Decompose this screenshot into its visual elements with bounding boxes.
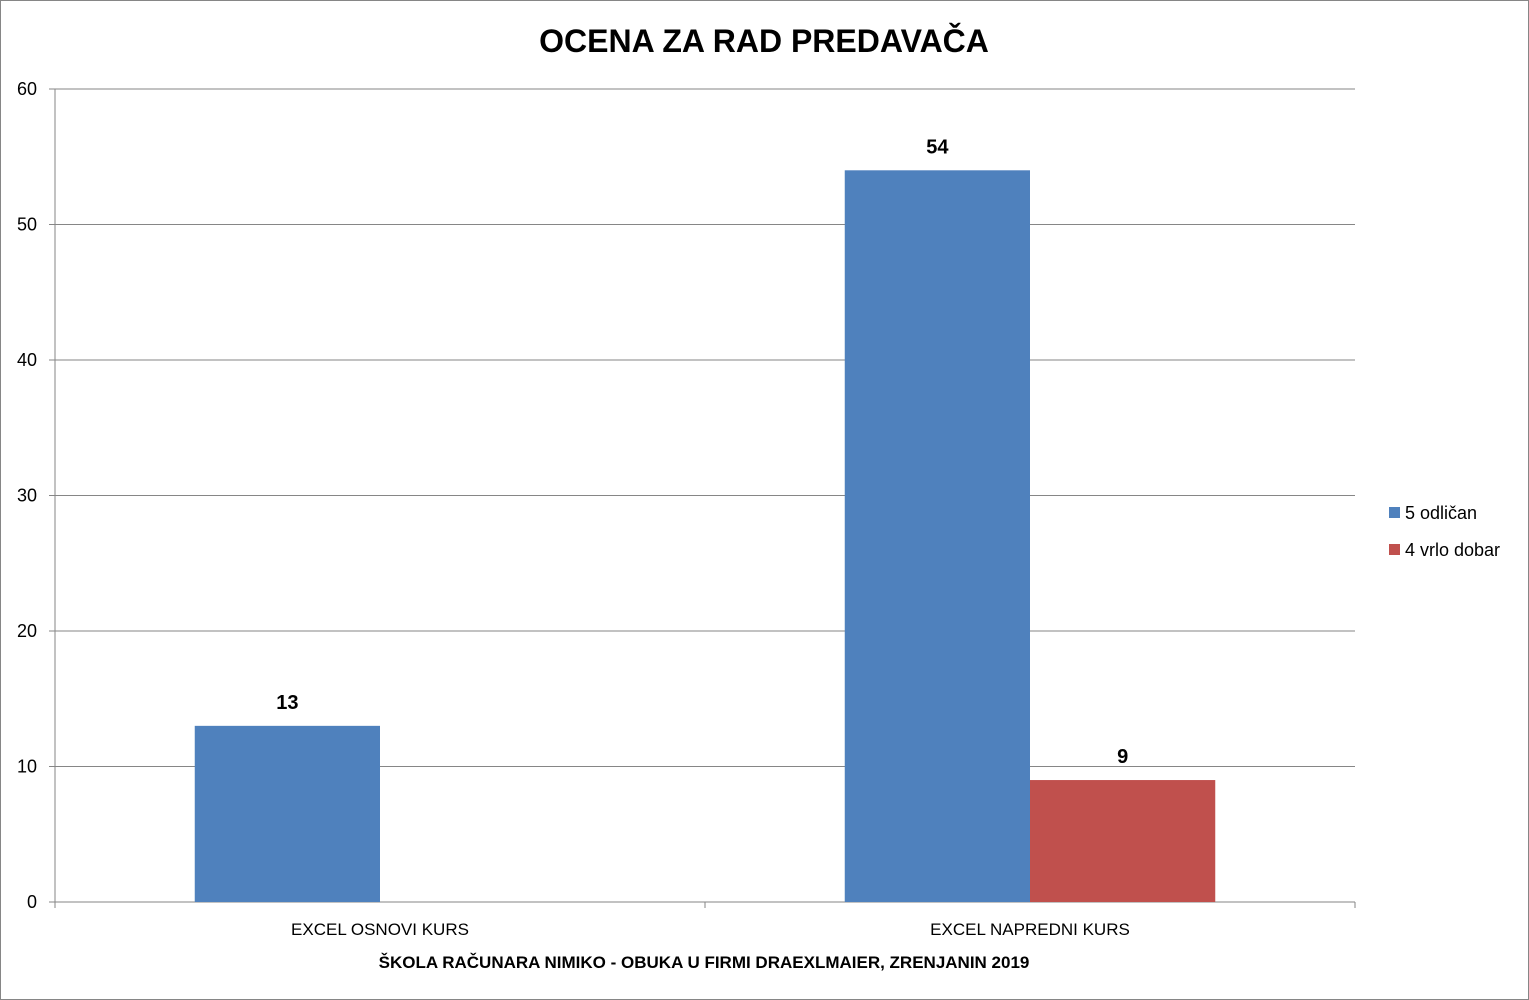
- x-category-label: EXCEL NAPREDNI KURS: [930, 920, 1130, 939]
- bar: [194, 725, 380, 902]
- chart-title: OCENA ZA RAD PREDAVAČA: [539, 23, 989, 59]
- x-axis-title: ŠKOLA RAČUNARA NIMIKO - OBUKA U FIRMI DR…: [379, 953, 1030, 972]
- legend-swatch: [1389, 544, 1400, 555]
- y-tick-label: 40: [17, 350, 37, 370]
- gridlines: [55, 88, 1355, 767]
- y-axis-ticks: 0 10 20 30 40 50 60: [17, 79, 37, 912]
- x-axis-categories: EXCEL OSNOVI KURS EXCEL NAPREDNI KURS: [291, 920, 1130, 939]
- legend: 5 odličan 4 vrlo dobar: [1389, 503, 1500, 560]
- bar: [844, 170, 1030, 903]
- y-tick-label: 10: [17, 757, 37, 777]
- data-label: 54: [926, 136, 949, 158]
- bar: [1030, 780, 1216, 902]
- y-tick-label: 20: [17, 621, 37, 641]
- x-category-label: EXCEL OSNOVI KURS: [291, 920, 469, 939]
- y-tick-label: 0: [27, 892, 37, 912]
- data-label: 9: [1117, 746, 1128, 768]
- y-tick-label: 60: [17, 79, 37, 99]
- y-tick-label: 50: [17, 215, 37, 235]
- bars: [194, 170, 1216, 903]
- legend-label: 4 vrlo dobar: [1405, 540, 1500, 560]
- y-tick-label: 30: [17, 486, 37, 506]
- data-labels: 13 54 9: [276, 136, 1128, 768]
- data-label: 13: [276, 692, 298, 714]
- legend-label: 5 odličan: [1405, 503, 1477, 523]
- legend-swatch: [1389, 507, 1400, 518]
